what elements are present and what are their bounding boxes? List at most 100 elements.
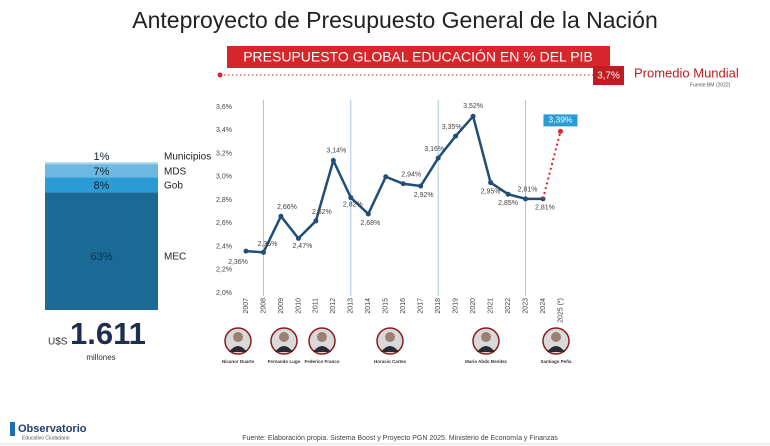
- x-tick-label: 2011: [313, 298, 320, 313]
- portrait-body: [381, 346, 399, 352]
- avg-box: [593, 66, 624, 85]
- segment-name: Municipios: [164, 152, 211, 163]
- projection-line: [542, 131, 562, 200]
- value-label: 7%: [94, 166, 110, 178]
- point: [418, 183, 424, 189]
- value-label: 2,81%: [535, 205, 555, 212]
- y-tick-label: 2,4%: [216, 243, 232, 250]
- x-tick-label: 2009: [278, 298, 285, 314]
- series-line: [245, 113, 543, 254]
- value-label: 3,16%: [424, 146, 444, 153]
- segment-name: MEC: [164, 252, 186, 263]
- stacked-bar: 63% MEC 8% Gob 7% MDS 1% Municipios: [45, 151, 211, 310]
- value-label: 2,81%: [518, 187, 538, 194]
- president-name: Fernando Lugo: [268, 359, 301, 364]
- x-tick-label: 2020: [470, 298, 477, 314]
- president-name: Horacio Cartes: [374, 359, 407, 364]
- footer: Fuente: Elaboración propia. Sistema Boos…: [242, 435, 558, 442]
- presidents: Nicanor Duarte Fernando Lugo Federico Fran…: [222, 327, 572, 364]
- portrait-body: [477, 346, 495, 352]
- logo-icon: [10, 422, 15, 436]
- banner-bg: [227, 46, 610, 68]
- value-label: 2,62%: [312, 209, 332, 216]
- value-label: 8%: [94, 180, 110, 192]
- value-label: 2,35%: [258, 241, 278, 248]
- avg-label: 3,7%: [597, 71, 620, 82]
- y-tick-label: 3,6%: [216, 104, 232, 111]
- president-name: Santiago Peña: [540, 359, 572, 364]
- x-tick-label: 2013: [348, 298, 355, 314]
- total-amount: 1.611: [70, 316, 146, 351]
- bar-segment: [45, 177, 158, 193]
- point: [260, 249, 266, 255]
- point: [400, 181, 406, 187]
- point: [313, 218, 319, 224]
- x-tick-label: 2014: [365, 298, 372, 314]
- point: [348, 195, 354, 201]
- x-tick-label: 2007: [243, 298, 250, 314]
- total-currency: U$S: [48, 337, 68, 348]
- president-name: Mario Abdo Benítez: [465, 359, 508, 364]
- y-tick-label: 2,0%: [216, 290, 232, 297]
- value-label: 3,14%: [326, 147, 346, 154]
- total-unit: millones: [86, 353, 115, 362]
- value-label: 2,82%: [343, 202, 363, 209]
- point: [435, 155, 441, 161]
- value-label-bg: [543, 114, 578, 127]
- point: [453, 133, 459, 139]
- x-tick-label: 2008: [260, 298, 267, 314]
- value-label: 2,47%: [292, 243, 312, 250]
- x-tick-label: 2017: [418, 298, 425, 314]
- avg-source: Fuente:BM (2022): [690, 82, 731, 88]
- point: [365, 211, 371, 217]
- x-tick-label: 2015: [383, 298, 390, 314]
- y-tick-label: 3,0%: [216, 174, 232, 181]
- value-label: 2,36%: [228, 259, 248, 266]
- x-tick-label: 2022: [505, 298, 512, 314]
- logo-tagline: Educativo Ciudadano: [22, 435, 70, 441]
- value-label: 2,92%: [414, 192, 434, 199]
- y-tick-label: 2,8%: [216, 197, 232, 204]
- bar-segment: [45, 162, 158, 165]
- term-lines: [263, 100, 526, 296]
- point: [278, 213, 284, 219]
- x-tick-label: 2023: [522, 298, 529, 314]
- bar-segment: [45, 192, 158, 310]
- x-tick-label: 2016: [400, 298, 407, 314]
- point: [505, 191, 511, 197]
- value-label: 2,85%: [498, 200, 518, 207]
- value-label: 3,52%: [463, 103, 483, 110]
- y-tick-label: 2,6%: [216, 220, 232, 227]
- avg-name: Promedio Mundial: [634, 65, 739, 80]
- portrait-body: [313, 346, 331, 352]
- x-tick-label: 2010: [295, 298, 302, 314]
- x-tick-label: 2025 (*): [557, 298, 564, 323]
- value-label: 2,95%: [481, 188, 501, 195]
- portrait-body: [275, 346, 293, 352]
- point: [243, 248, 249, 254]
- portrait-head: [385, 332, 395, 342]
- value-label: 2,68%: [360, 220, 380, 227]
- x-tick-label: 2018: [435, 298, 442, 314]
- value-label: 3,35%: [442, 124, 462, 131]
- logo-name: Observatorio: [18, 423, 87, 435]
- value-label: 3,39%: [548, 115, 573, 125]
- x-tick-label: 2019: [452, 298, 459, 314]
- president-name: Federico Franco: [304, 359, 339, 364]
- segment-name: MDS: [164, 167, 187, 178]
- y-tick-label: 3,2%: [216, 150, 232, 157]
- point: [470, 113, 476, 119]
- portrait-head: [279, 332, 289, 342]
- portrait-body: [547, 346, 565, 352]
- value-label: 1%: [94, 151, 110, 163]
- point: [295, 235, 301, 241]
- point: [383, 174, 389, 180]
- page-title: Anteproyecto de Presupuesto General de l…: [132, 7, 658, 33]
- value-label: 63%: [90, 251, 112, 263]
- portrait-body: [229, 346, 247, 352]
- portrait-head: [481, 332, 491, 342]
- portrait-head: [551, 332, 561, 342]
- point: [488, 180, 494, 186]
- segment-name: Gob: [164, 181, 183, 192]
